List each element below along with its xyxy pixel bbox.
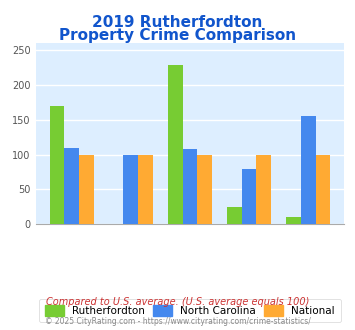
Bar	[124, 154, 138, 224]
Bar	[182, 149, 197, 224]
Bar	[50, 106, 64, 224]
Bar	[301, 116, 316, 224]
Bar	[138, 154, 153, 224]
Text: 2019 Rutherfordton: 2019 Rutherfordton	[92, 15, 263, 30]
Bar	[316, 154, 330, 224]
Bar	[197, 154, 212, 224]
Text: © 2025 CityRating.com - https://www.cityrating.com/crime-statistics/: © 2025 CityRating.com - https://www.city…	[45, 317, 310, 326]
Bar	[256, 154, 271, 224]
Bar	[286, 217, 301, 224]
Legend: Rutherfordton, North Carolina, National: Rutherfordton, North Carolina, National	[39, 299, 341, 322]
Bar	[168, 65, 182, 224]
Text: Compared to U.S. average. (U.S. average equals 100): Compared to U.S. average. (U.S. average …	[46, 297, 309, 307]
Bar	[64, 148, 79, 224]
Bar	[227, 207, 242, 224]
Text: Property Crime Comparison: Property Crime Comparison	[59, 28, 296, 43]
Bar	[242, 169, 256, 224]
Bar	[79, 154, 94, 224]
